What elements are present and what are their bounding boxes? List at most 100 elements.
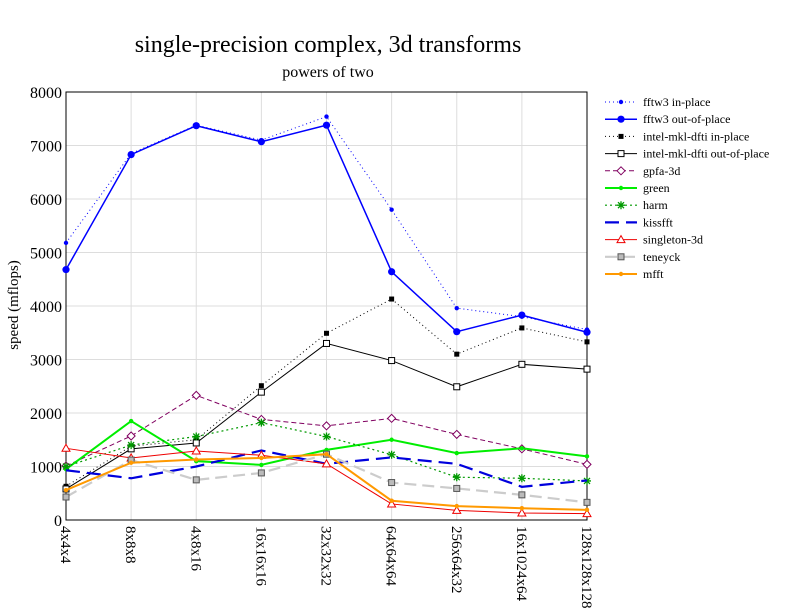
data-point [584,339,590,345]
data-point [259,455,264,461]
legend-entry: harm [605,198,668,212]
data-point [584,454,590,459]
y-tick-label: 2000 [30,406,62,423]
data-point [518,311,526,319]
x-tick-label: 4x8x16 [187,526,203,572]
legend-label: fftw3 out-of-place [643,112,730,126]
y-axis-label: speed (mflops) [6,260,22,350]
data-point [321,458,332,468]
data-point [453,328,461,336]
data-point [618,185,624,191]
data-point [388,479,396,487]
y-tick-label: 4000 [30,299,62,316]
data-point [454,351,460,357]
legend-label: fftw3 in-place [643,95,710,109]
data-point [518,360,526,368]
legend-label: intel-mkl-dfti out-of-place [643,147,769,161]
data-point [257,418,266,427]
legend-label: singleton-3d [643,233,703,247]
data-point [62,266,70,274]
data-point [618,271,624,277]
data-point [388,357,396,365]
legend-label: intel-mkl-dfti in-place [643,129,749,143]
data-point [192,122,200,130]
x-tick-label: 64x64x64 [383,526,399,587]
series-green [63,418,590,472]
data-point [454,450,459,456]
data-point [583,328,591,336]
series-group [61,114,592,518]
x-tick-label: 256x64x32 [448,526,464,594]
y-tick-label: 5000 [30,246,62,263]
y-tick-label: 8000 [30,85,62,102]
data-point [582,508,592,518]
data-point [127,150,135,159]
legend-entry: fftw3 in-place [605,95,710,109]
data-point [454,305,459,311]
data-point [519,446,525,451]
legend-label: teneyck [643,250,680,264]
series-fftw3-out-of-place [62,121,591,336]
legend-entry: singleton-3d [605,233,703,247]
data-point [453,484,461,492]
legend-label: gpfa-3d [643,164,680,178]
data-point [583,365,591,373]
legend: fftw3 in-place fftw3 out-of-place intel-mk… [605,95,769,281]
data-point [386,498,397,508]
series-intel-mkl-dfti-out-of-place [62,339,591,493]
data-point [616,234,626,244]
data-point [192,439,200,447]
data-point [324,330,329,336]
data-point [517,474,526,483]
legend-label: kissfft [643,215,673,229]
data-point [127,441,136,450]
data-point [323,339,330,347]
data-point [452,473,461,482]
legend-entry: gpfa-3d [605,164,680,178]
data-point [617,115,625,123]
data-point [257,469,265,477]
legend-entry: kissfft [605,215,673,229]
x-tick-label: 16x1024x64 [513,526,529,602]
x-tick-label: 32x32x32 [318,526,334,586]
data-point [452,429,462,440]
x-tick-label: 128x128x128 [578,526,594,609]
data-point [388,268,396,276]
data-point [451,505,462,514]
legend-entry: green [605,181,670,195]
data-point [324,451,329,457]
legend-entry: mfft [605,267,664,281]
data-point [191,390,201,401]
data-point [617,201,625,210]
data-point [389,207,394,212]
data-point [387,450,396,459]
data-point [62,493,70,501]
data-point [258,383,264,389]
data-point [257,388,265,396]
data-point [61,443,71,452]
data-point [386,413,397,424]
data-point [519,325,525,331]
x-tick-label: 4x4x4 [57,526,73,564]
data-point [322,432,331,441]
y-tick-label: 0 [54,513,62,530]
data-point [617,253,625,261]
x-tick-label: 16x16x16 [252,526,268,587]
data-point [322,121,331,129]
series-line [65,422,588,482]
data-point [389,296,395,302]
data-point [192,432,201,441]
data-point [583,498,591,506]
data-point [191,445,202,455]
chart-title: single-precision complex, 3d transforms [135,32,522,58]
data-point [194,457,199,462]
data-point [63,240,69,246]
data-point [192,476,200,484]
plot-frame [65,91,588,521]
data-point [321,421,332,431]
data-point [259,462,264,468]
y-tick-label: 7000 [30,139,62,156]
data-point [618,133,624,139]
data-point [582,459,592,470]
